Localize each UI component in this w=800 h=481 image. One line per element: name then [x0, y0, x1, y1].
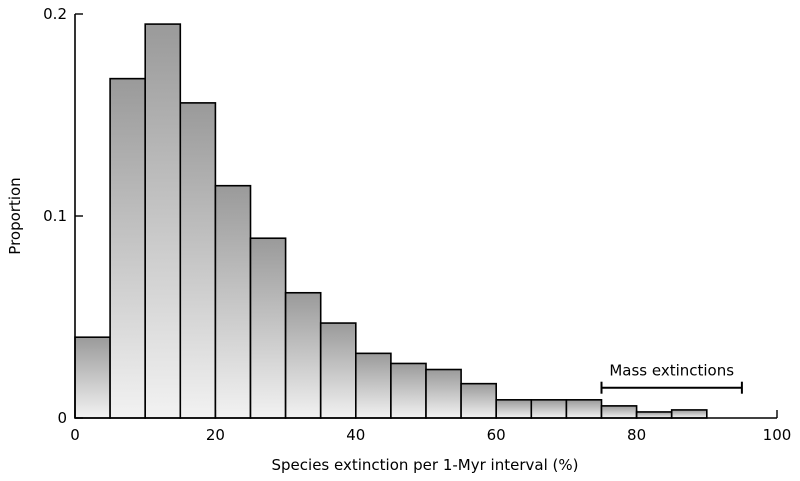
histogram-bar	[565, 399, 603, 419]
histogram-bar	[390, 362, 427, 419]
histogram-bar	[144, 23, 182, 419]
histogram-bar	[354, 352, 392, 419]
histogram-bar	[109, 77, 146, 419]
x-tick-label: 0	[70, 426, 80, 444]
histogram-bar	[530, 399, 568, 419]
x-tick-label: 40	[346, 426, 365, 444]
histogram-bar	[249, 237, 287, 419]
histogram-bar	[179, 102, 217, 419]
histogram-bar	[600, 405, 638, 419]
histogram-bar	[74, 336, 111, 419]
y-tick-label: 0	[57, 409, 67, 427]
x-tick-label: 20	[206, 426, 225, 444]
histogram-bar	[495, 399, 533, 419]
histogram-bar	[319, 322, 357, 419]
histogram-bar	[460, 382, 498, 419]
histogram-bar	[284, 291, 322, 419]
bars-group	[74, 23, 708, 419]
x-tick-label: 100	[763, 426, 792, 444]
x-ticks-group: 0 20 40 60 80 100	[70, 410, 791, 444]
histogram-bar	[635, 411, 673, 419]
mass-extinctions-annotation: Mass extinctions	[600, 362, 743, 394]
histogram-bar	[214, 184, 252, 419]
y-tick-label: 0.2	[43, 5, 67, 23]
y-tick-label: 0.1	[43, 207, 67, 225]
histogram-bar	[670, 409, 708, 419]
x-axis-title: Species extinction per 1-Myr interval (%…	[272, 456, 579, 474]
x-tick-label: 60	[487, 426, 506, 444]
y-axis-title: Proportion	[6, 177, 24, 254]
histogram-bar	[425, 368, 462, 419]
x-tick-label: 80	[627, 426, 646, 444]
annotation-label: Mass extinctions	[609, 362, 734, 380]
y-ticks-group: 0 0.1 0.2	[43, 5, 83, 427]
